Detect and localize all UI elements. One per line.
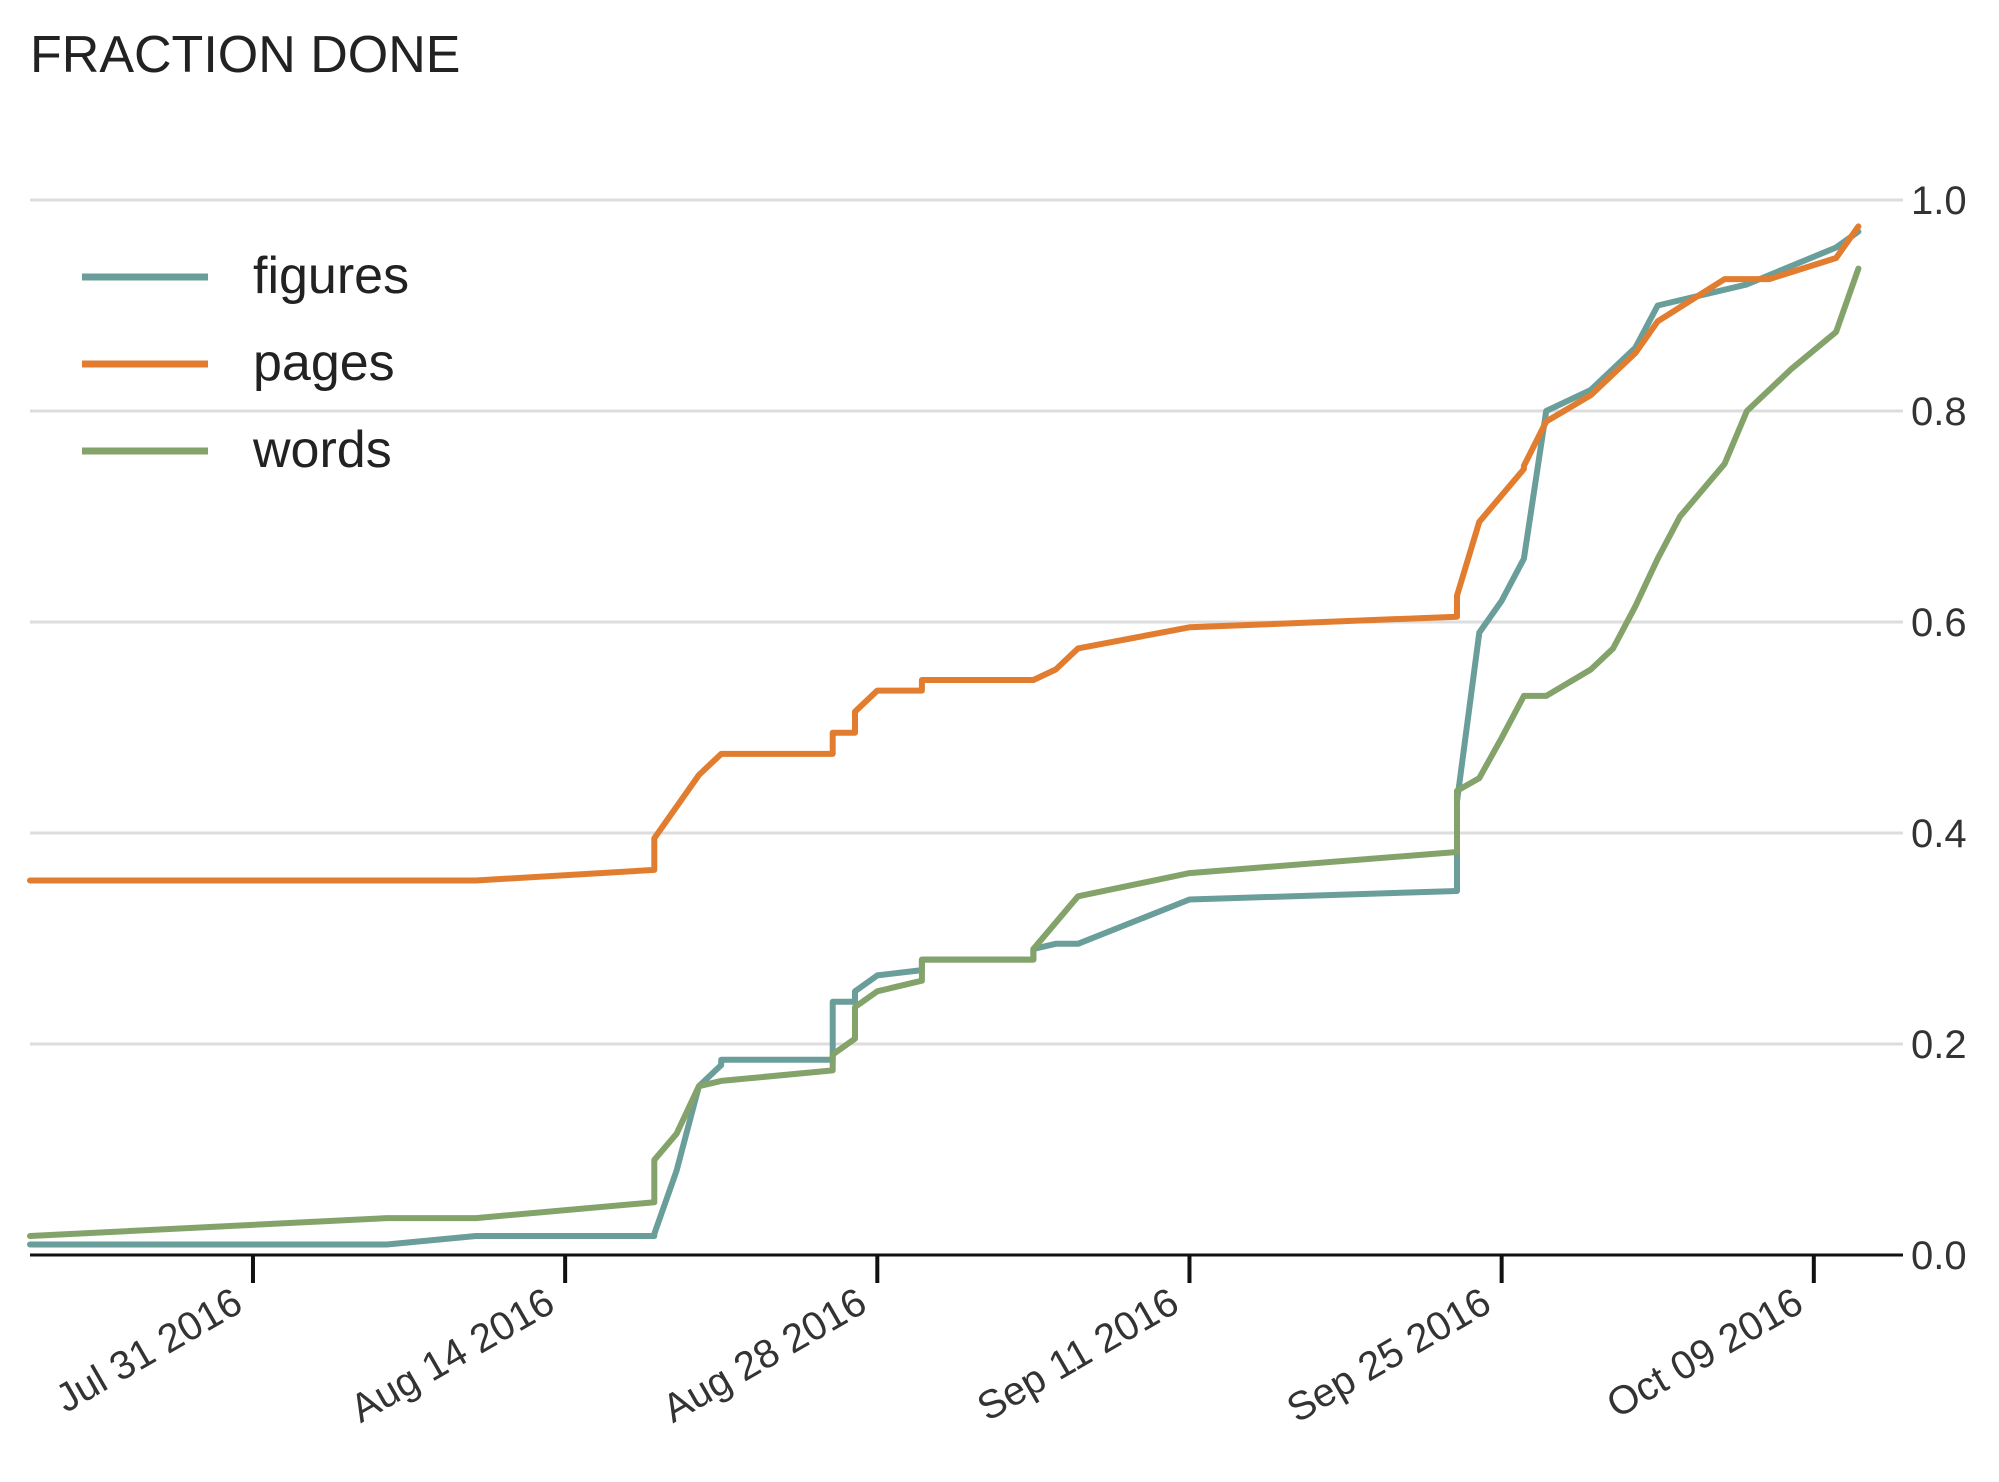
legend-label-words: words: [252, 421, 392, 479]
x-tick-label: Oct 09 2016: [1600, 1280, 1811, 1427]
gridlines: [30, 198, 1903, 1046]
x-axis: Jul 31 2016 Aug 14 2016 Aug 28 2016 Sep 11 …: [30, 1253, 1903, 1432]
x-tick-label: Aug 28 2016: [655, 1280, 873, 1432]
y-tick-label: 0.4: [1911, 812, 1967, 856]
y-axis: 0.0 0.2 0.4 0.6 0.8 1.0: [1911, 179, 1967, 1278]
series-line-pages: [27, 223, 1862, 884]
legend-label-pages: pages: [253, 334, 395, 392]
x-tick-label: Aug 14 2016: [343, 1280, 561, 1432]
chart-title: FRACTION DONE: [30, 26, 460, 84]
x-tick-label: Sep 25 2016: [1280, 1280, 1498, 1432]
legend: figures pages words: [82, 247, 409, 479]
x-tick-label: Jul 31 2016: [48, 1280, 249, 1422]
y-tick-label: 0.2: [1911, 1023, 1967, 1067]
series-line-words: [27, 265, 1862, 1239]
y-tick-label: 0.0: [1911, 1234, 1967, 1278]
x-tick-label: Sep 11 2016: [970, 1280, 1186, 1430]
legend-label-figures: figures: [253, 247, 409, 305]
series-lines: [27, 223, 1862, 1248]
y-tick-label: 0.8: [1911, 390, 1967, 434]
y-tick-label: 0.6: [1911, 601, 1967, 645]
y-tick-label: 1.0: [1911, 179, 1967, 223]
